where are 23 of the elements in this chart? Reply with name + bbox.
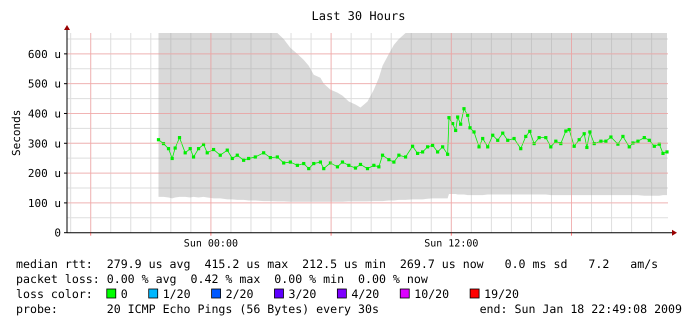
y-tick-label: 500 u — [28, 78, 61, 91]
x-tick-label: Sun 12:00 — [424, 238, 478, 250]
text: loss color: — [16, 287, 93, 301]
text: 19/20 — [484, 287, 520, 301]
text: end: Sun Jan 18 22:49:08 2009 — [480, 302, 682, 316]
y-tick-label: 300 u — [28, 137, 61, 150]
y-tick-label: 200 u — [28, 167, 61, 180]
text: median rtt: 279.9 us avg 415.2 us max 212.5 us min 269.7 us now 0.0 ms sd 7.2 am/s — [16, 257, 658, 271]
text: probe: 20 ICMP Echo Pings (56 Bytes) every 30s — [16, 302, 379, 316]
chart-title: Last 30 Hours — [312, 9, 406, 23]
text: 10/20 — [414, 287, 450, 301]
x-tick-label: Sun 00:00 — [184, 238, 238, 250]
text: 2/20 — [226, 287, 254, 301]
text: 1/20 — [162, 287, 191, 301]
text: 3/20 — [288, 287, 316, 301]
text: packet loss: 0.00 % avg 0.42 % max 0.00 % min 0.00 % now — [16, 272, 428, 286]
text: 4/20 — [351, 287, 380, 301]
y-axis-title: Seconds — [10, 110, 23, 156]
text: 0 — [120, 287, 128, 301]
y-tick-label: 600 u — [28, 48, 61, 61]
y-tick-label: 0 — [54, 226, 61, 240]
y-tick-label: 100 u — [28, 196, 61, 210]
y-tick-label: 400 u — [28, 107, 61, 120]
